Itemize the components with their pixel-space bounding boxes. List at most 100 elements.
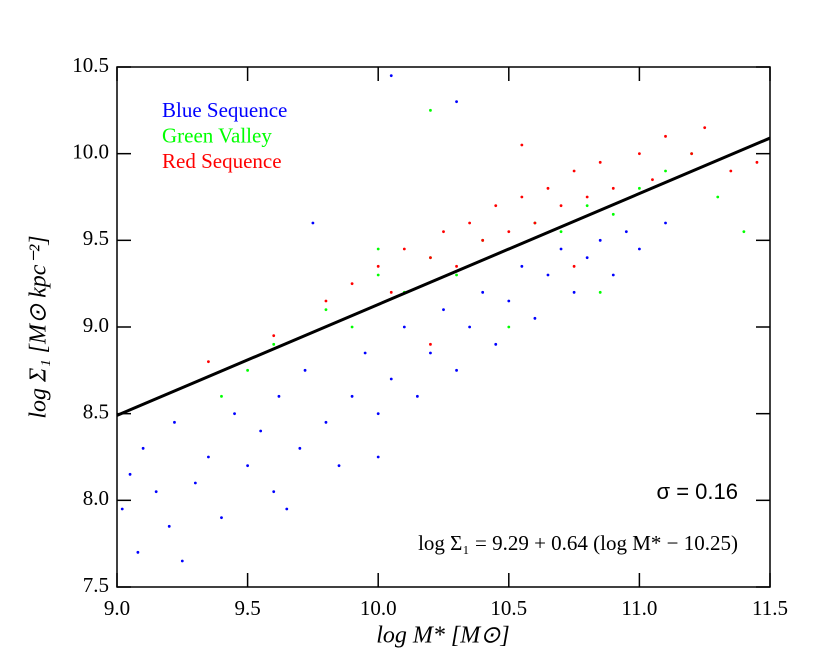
scatter-point (572, 169, 576, 173)
scatter-point (585, 195, 589, 199)
scatter-point (716, 195, 720, 199)
scatter-point (376, 273, 380, 277)
scatter-point (376, 455, 380, 459)
scatter-point (611, 212, 615, 216)
scatter-point (690, 152, 694, 156)
scatter-point (520, 143, 524, 147)
scatter-point (546, 186, 550, 190)
scatter-point (664, 134, 667, 138)
scatter-point (207, 455, 210, 459)
scatter-point (559, 230, 563, 234)
scatter-point (611, 273, 615, 277)
scatter-point (664, 221, 667, 225)
scatter-point (233, 412, 236, 416)
y-axis-label: log Σ₁ [M⊙ kpc⁻²] (26, 235, 52, 418)
scatter-point (598, 160, 602, 164)
scatter-point (429, 108, 432, 112)
scatter-point (507, 230, 511, 234)
scatter-point (259, 429, 263, 433)
x-tick-label: 11.0 (621, 596, 657, 620)
sigma-annotation: σ = 0.16 (657, 479, 738, 504)
scatter-point (455, 264, 458, 268)
scatter-point (324, 299, 328, 303)
legend-entry: Green Valley (162, 123, 272, 147)
scatter-point (494, 204, 498, 208)
scatter-point (468, 221, 472, 225)
scatter-point (376, 247, 380, 251)
scatter-point (173, 420, 176, 424)
scatter-point (742, 230, 746, 234)
scatter-point (136, 550, 140, 554)
scatter-point (193, 481, 197, 485)
scatter-point (220, 516, 223, 520)
y-tick-label: 9.5 (83, 226, 109, 250)
scatter-point (167, 524, 171, 528)
scatter-point (429, 342, 432, 346)
scatter-point (303, 368, 307, 372)
x-tick-label: 9.0 (104, 596, 130, 620)
scatter-point (285, 507, 289, 511)
scatter-point (559, 247, 563, 251)
scatter-point (311, 221, 315, 225)
scatter-point (455, 100, 458, 104)
scatter-point (559, 204, 563, 208)
equation-annotation: log Σ₁ = 9.29 + 0.64 (log M* − 10.25) (418, 531, 738, 555)
scatter-point (376, 412, 380, 416)
scatter-point (638, 186, 641, 190)
scatter-point (455, 273, 458, 277)
scatter-point (598, 290, 602, 294)
y-tick-label: 9.0 (83, 313, 109, 337)
scatter-point (703, 126, 707, 130)
scatter-point (246, 464, 250, 468)
y-tick-label: 8.5 (83, 399, 109, 423)
scatter-point (141, 446, 145, 450)
legend-entry: Red Sequence (162, 149, 282, 173)
scatter-point (546, 273, 550, 277)
scatter-point (533, 221, 537, 225)
x-tick-label: 9.5 (234, 596, 260, 620)
scatter-point (246, 368, 250, 372)
scatter-point (402, 247, 406, 251)
scatter-point (389, 74, 393, 78)
y-tick-label: 8.0 (83, 486, 109, 510)
scatter-point (415, 394, 419, 398)
scatter-point (180, 559, 184, 563)
scatter-point (120, 507, 124, 511)
scatter-point (481, 238, 485, 242)
scatter-point (533, 316, 537, 320)
legend-entry: Blue Sequence (162, 98, 287, 122)
y-tick-label: 10.0 (72, 139, 109, 163)
scatter-point (363, 351, 367, 355)
x-tick-label: 10.0 (360, 596, 397, 620)
scatter-point (664, 169, 667, 173)
scatter-point (494, 342, 498, 346)
scatter-point (429, 256, 432, 260)
scatter-point (389, 290, 393, 294)
scatter-point (298, 446, 302, 450)
scatter-point (324, 308, 328, 312)
scatter-point (468, 325, 472, 329)
scatter-point (272, 490, 276, 494)
scatter-point (220, 394, 223, 398)
scatter-point (520, 195, 524, 199)
scatter-point (611, 186, 615, 190)
scatter-point (207, 360, 210, 364)
scatter-point (638, 247, 641, 251)
scatter-point (337, 464, 341, 468)
scatter-point (442, 230, 445, 234)
scatter-point (429, 351, 432, 355)
scatter-point (585, 204, 589, 208)
scatter-point (324, 420, 328, 424)
scatter-point (402, 325, 406, 329)
scatter-point (272, 334, 276, 338)
scatter-point (572, 264, 576, 268)
y-tick-label: 7.5 (83, 573, 109, 597)
scatter-point (154, 490, 158, 494)
x-tick-label: 11.5 (752, 596, 788, 620)
scatter-point (651, 178, 654, 182)
scatter-point (520, 264, 524, 268)
scatter-point (442, 308, 445, 312)
scatter-point (572, 290, 576, 294)
scatter-point (455, 368, 458, 372)
scatter-point (128, 472, 132, 476)
